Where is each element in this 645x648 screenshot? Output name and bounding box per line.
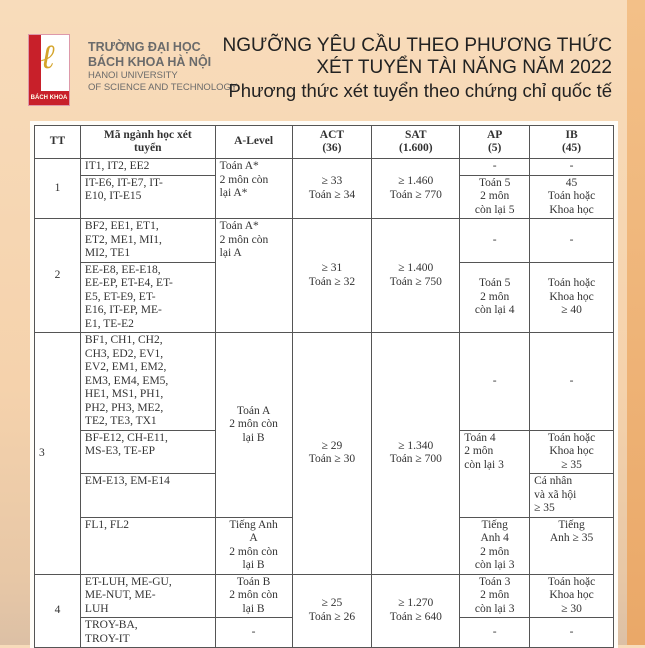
cell-ap: Toán 5 2 môn còn lại 4	[459, 261, 531, 333]
cell-sat: ≥ 1.270 Toán ≥ 640	[371, 573, 461, 648]
page-title: NGƯỠNG YÊU CẦU THEO PHƯƠNG THỨC XÉT TUYỂ…	[222, 35, 612, 78]
cell-ib: -	[529, 332, 614, 431]
cell-tt: 2	[34, 218, 81, 333]
cell-ap: -	[459, 158, 531, 176]
col-sat: SAT (1.600)	[371, 125, 461, 159]
cell-sat: ≥ 1.460 Toán ≥ 770	[371, 158, 461, 219]
table-row: 4 ET-LUH, ME-GU, ME-NUT, ME- LUH Toán B …	[34, 573, 614, 648]
cell-codes: ET-LUH, ME-GU, ME-NUT, ME- LUH	[79, 573, 216, 618]
cell-codes: TROY-BA, TROY-IT	[79, 617, 216, 648]
cell-codes: BF-E12, CH-E11, MS-E3, TE-EP	[79, 429, 216, 474]
cell-ib: -	[529, 158, 614, 176]
cell-ib: Cá nhân và xã hội ≥ 35	[529, 473, 614, 518]
table-row: 1 IT1, IT2, EE2 Toán A* 2 môn còn lại A*…	[34, 158, 614, 219]
cell-ib: Toán hoặc Khoa học ≥ 40	[529, 261, 614, 333]
cell-ap: -	[459, 332, 531, 431]
cell-ap: Toán 4 2 môn còn lại 3	[459, 429, 531, 518]
cell-sat: ≥ 1.340 Toán ≥ 700	[371, 332, 461, 575]
cell-ap: -	[459, 218, 531, 263]
cell-codes: BF1, CH1, CH2, CH3, ED2, EV1, EV2, EM1, …	[79, 332, 216, 431]
cell-act: ≥ 29 Toán ≥ 30	[291, 332, 373, 575]
col-ib: IB (45)	[529, 125, 614, 159]
cell-tt: 1	[34, 158, 81, 219]
cell-ib: Toán hoặc Khoa học ≥ 35	[529, 429, 614, 474]
university-name-vi-1: TRƯỜNG ĐẠI HỌC	[88, 40, 201, 54]
university-name-vi-2: BÁCH KHOA HÀ NỘI	[88, 55, 212, 69]
cell-act: ≥ 33 Toán ≥ 34	[291, 158, 373, 219]
cell-codes: BF2, EE1, ET1, ET2, ME1, MI1, MI2, TE1	[79, 218, 216, 263]
cell-ib: Toán hoặc Khoa học ≥ 30	[529, 573, 614, 618]
cell-ib: -	[529, 617, 614, 648]
cell-act: ≥ 25 Toán ≥ 26	[291, 573, 373, 648]
col-a-level: A-Level	[214, 125, 293, 159]
cell-codes: EM-E13, EM-E14	[79, 473, 216, 518]
cell-ap: Toán 5 2 môn còn lại 5	[459, 174, 531, 219]
university-logo: ℓ BÁCH KHOA	[28, 34, 70, 106]
table-header-row: TT Mã ngành học xét tuyển A-Level ACT (3…	[34, 125, 614, 159]
decorative-strip	[627, 0, 645, 645]
cell-a-level: Toán A* 2 môn còn lại A*	[214, 158, 293, 219]
university-name: TRƯỜNG ĐẠI HỌC BÁCH KHOA HÀ NỘI HANOI UN…	[88, 40, 237, 94]
cell-a-level: Tiếng Anh A 2 môn còn lại B	[214, 516, 293, 575]
col-ap: AP (5)	[459, 125, 531, 159]
cell-ap: Toán 3 2 môn còn lại 3	[459, 573, 531, 618]
cell-codes: EE-E8, EE-E18, EE-EP, ET-E4, ET- E5, ET-…	[79, 261, 216, 333]
cell-codes: FL1, FL2	[79, 516, 216, 575]
cell-tt: 3	[34, 332, 81, 575]
cell-codes: IT1, IT2, EE2	[79, 158, 216, 176]
cell-sat: ≥ 1.400 Toán ≥ 750	[371, 218, 461, 333]
requirements-table: TT Mã ngành học xét tuyển A-Level ACT (3…	[34, 125, 614, 648]
cell-tt: 4	[34, 573, 81, 648]
cell-a-level: Toán B 2 môn còn lại B	[214, 573, 293, 618]
table-row: 2 BF2, EE1, ET1, ET2, ME1, MI1, MI2, TE1…	[34, 218, 614, 333]
table-row: EM-E13, EM-E14 Cá nhân và xã hội ≥ 35	[35, 473, 614, 518]
cell-ib: 45 Toán hoặc Khoa học	[529, 174, 614, 219]
cell-act: ≥ 31 Toán ≥ 32	[291, 218, 373, 333]
cell-a-level: -	[214, 617, 293, 648]
table-row: FL1, FL2 Tiếng Anh A 2 môn còn lại B Tiế…	[35, 516, 614, 575]
cell-codes: IT-E6, IT-E7, IT- E10, IT-E15	[79, 174, 216, 219]
page-subtitle: Phương thức xét tuyển theo chứng chỉ quố…	[228, 80, 612, 101]
col-act: ACT (36)	[291, 125, 373, 159]
cell-a-level: Toán A* 2 môn còn lại A	[214, 218, 293, 333]
cell-ib: Tiếng Anh ≥ 35	[529, 516, 614, 575]
university-name-en-1: HANOI UNIVERSITY	[88, 70, 178, 81]
table-row: 3 BF1, CH1, CH2, CH3, ED2, EV1, EV2, EM1…	[34, 332, 614, 575]
cell-ap: -	[459, 617, 531, 648]
cell-ib: -	[529, 218, 614, 263]
cell-ap: Tiếng Anh 4 2 môn còn lại 3	[459, 516, 531, 575]
table-row: TROY-BA, TROY-IT - - -	[35, 617, 614, 648]
table-row: EE-E8, EE-E18, EE-EP, ET-E4, ET- E5, ET-…	[35, 261, 614, 333]
university-name-en-2: OF SCIENCE AND TECHNOLOGY	[88, 82, 238, 93]
col-major-code: Mã ngành học xét tuyển	[79, 125, 216, 159]
cell-a-level: Toán A 2 môn còn lại B	[214, 332, 293, 518]
col-tt: TT	[34, 125, 81, 159]
